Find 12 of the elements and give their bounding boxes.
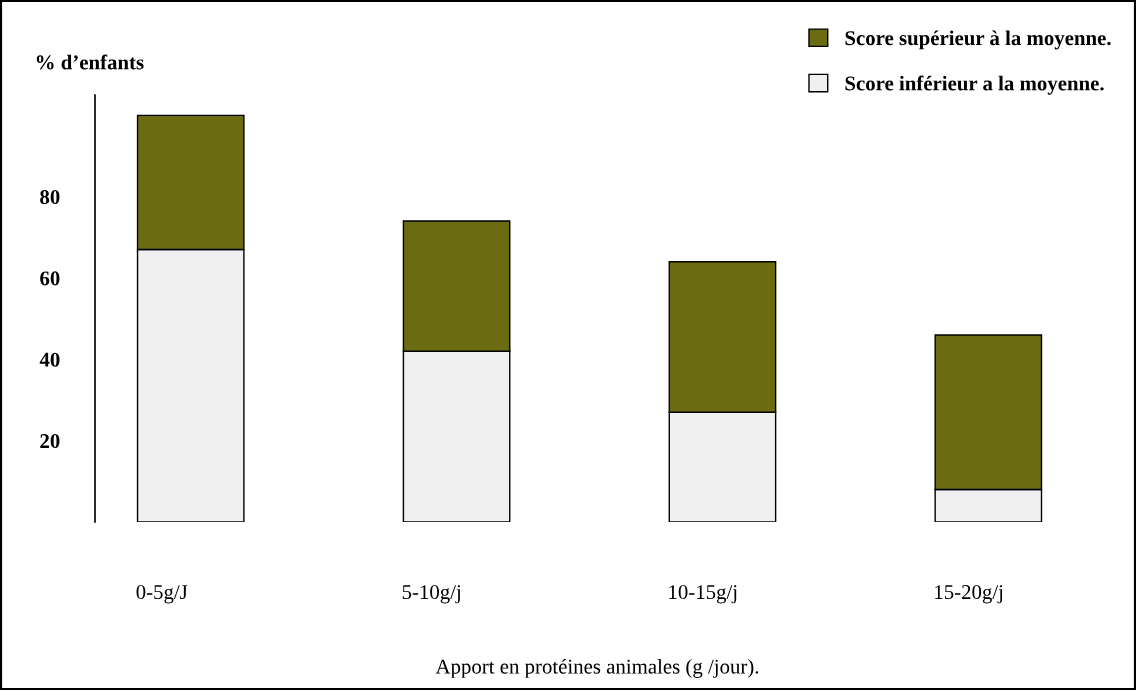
x-tick-label: 5-10g/j xyxy=(402,585,460,604)
x-tick-label: 0-5g/J xyxy=(136,585,188,604)
x-tick-label: 10-15g/j xyxy=(669,585,737,604)
y-tick-label: 80 xyxy=(40,190,60,205)
y-tick-label: 20 xyxy=(40,434,60,449)
x-axis-title: Apport en protéines animales (g /jour). xyxy=(435,658,759,678)
y-axis-title: % d’enfants xyxy=(36,54,144,70)
y-tick-label: 40 xyxy=(39,352,60,367)
legend-label: Score inférieur a la moyenne. xyxy=(845,75,1104,95)
y-tick-label: 60 xyxy=(40,271,60,286)
x-tick-label: 15-20g/j xyxy=(935,585,1003,604)
legend-label: Score supérieur à la moyenne. xyxy=(845,30,1111,50)
